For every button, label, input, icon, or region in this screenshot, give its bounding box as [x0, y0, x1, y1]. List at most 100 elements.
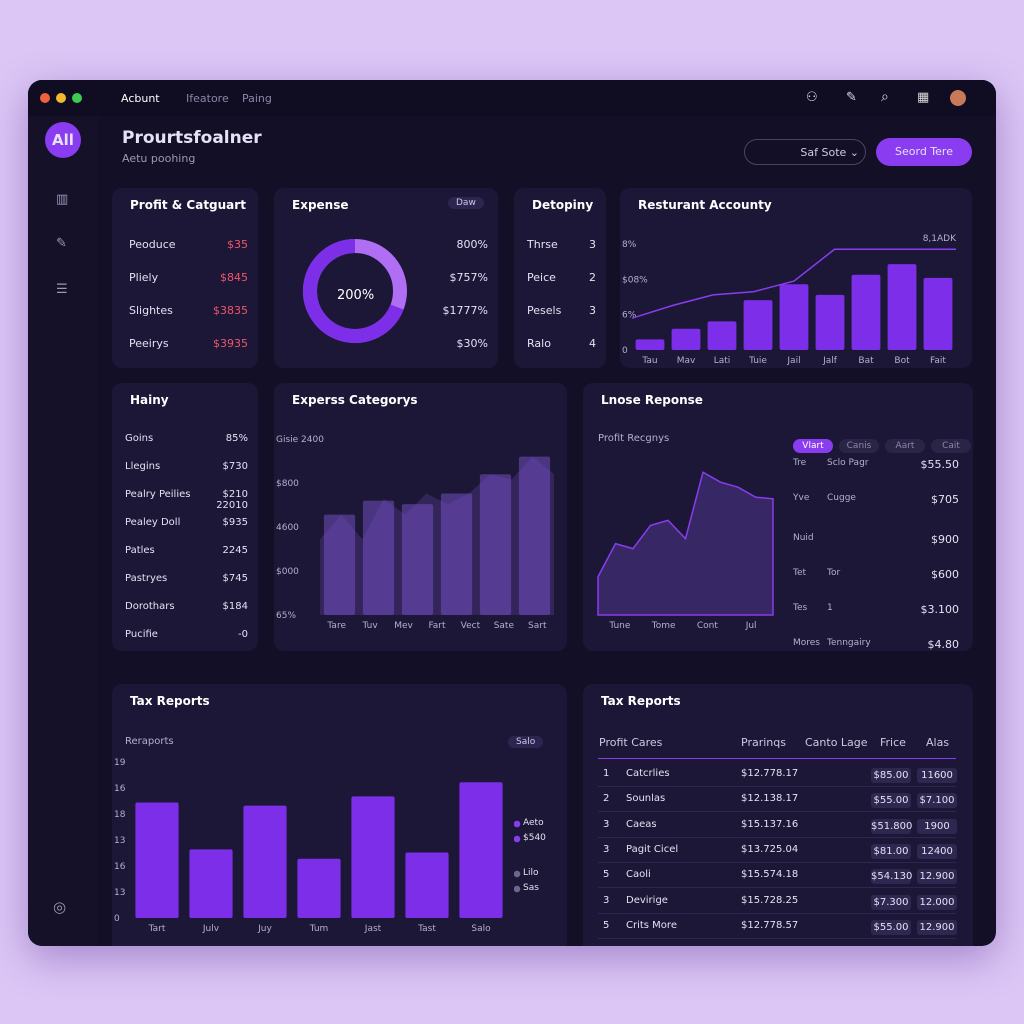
row-value: 3: [589, 304, 596, 317]
cell: $7.300: [871, 894, 911, 910]
logo[interactable]: All: [45, 122, 81, 158]
avatar[interactable]: [950, 90, 966, 106]
row-value: $3935: [213, 337, 248, 350]
row-cell: Cugge: [827, 493, 856, 503]
chart: Gisie 2400 $800 4600 $000 65% Tare Tuv Mev Fart V…: [276, 435, 554, 631]
cell: $12.778.57: [741, 919, 799, 931]
x-tick-label: Jalf: [822, 356, 838, 366]
bar: [887, 264, 917, 350]
badge: Daw: [448, 197, 484, 209]
cell: $12.138.17: [741, 793, 799, 805]
primary-button[interactable]: Seord Tere: [876, 138, 972, 166]
bar: [459, 782, 503, 918]
y-axis-label: 8%: [622, 240, 637, 250]
x-tick-label: Jast: [364, 924, 382, 934]
legend-entry: $540: [514, 833, 546, 843]
row-value: $30%: [456, 337, 488, 350]
tab: Aart: [885, 439, 925, 453]
dot: [72, 93, 82, 103]
bar: [401, 504, 434, 615]
panel: Tax Reports Reraports Salo 19 16 18 13 16 13 0 Tar…: [112, 684, 567, 946]
sidebar-icon[interactable]: ☰: [56, 282, 68, 297]
bar: [635, 339, 665, 350]
panel-title: Tax Reports: [130, 694, 210, 708]
x-tick-label: Tart: [148, 924, 166, 934]
filter[interactable]: Saf Sote ⌄: [744, 139, 866, 165]
row-cell: Tenngairy: [827, 638, 871, 648]
row-cell: $3.100: [920, 603, 960, 616]
cell: 3: [603, 818, 610, 830]
bar: [671, 328, 701, 350]
header-rule: [598, 758, 956, 759]
panel: Resturant Accounty 8% $08% 6% 0 Tau Mav Lati Tui…: [620, 188, 972, 368]
cell: $13.725.04: [741, 843, 799, 855]
cell: 1900: [917, 818, 957, 834]
bar: [707, 321, 737, 350]
row-label: Thrse: [527, 238, 558, 251]
tab: Canis: [839, 439, 879, 453]
column-header: Profit Cares: [599, 736, 663, 749]
row-cell: Mores: [793, 638, 820, 648]
search-icon[interactable]: ⌕: [881, 89, 889, 105]
user-icon[interactable]: ⚇: [806, 90, 818, 105]
bar: [243, 805, 287, 918]
bar: [440, 493, 473, 615]
cell: Catcrlies: [626, 768, 670, 779]
chart-subtitle: Reraports: [125, 736, 174, 747]
bar: [851, 274, 881, 350]
cell: $7.100: [917, 793, 957, 809]
cell: Caeas: [626, 818, 657, 830]
row-cell: Tre: [793, 458, 807, 468]
y-axis-label: 6%: [622, 311, 637, 321]
donut: [302, 239, 407, 343]
panel-title: Lnose Reponse: [601, 393, 703, 407]
y-axis-label: 16: [114, 862, 126, 872]
y-axis-label: 4600: [276, 523, 299, 533]
row-value: $757%: [449, 271, 488, 284]
bar: [323, 514, 356, 615]
bar: [189, 849, 233, 918]
cell: $85.00: [871, 768, 911, 783]
row-value: -0: [238, 629, 248, 640]
x-tick-label: Fait: [930, 356, 946, 366]
row-label: Llegins: [125, 461, 161, 472]
cell: 5: [603, 919, 610, 931]
y-axis-label: $08%: [622, 275, 648, 285]
row-cell: Tes: [793, 603, 808, 613]
cell: Caoli: [626, 869, 651, 881]
bar: [479, 474, 512, 615]
x-tick-label: Tast: [417, 924, 436, 934]
sidebar-icon[interactable]: ▥: [56, 192, 69, 207]
chart-subtitle: Profit Recgnys: [598, 433, 670, 444]
row-label: Peoduce: [129, 238, 176, 251]
panel: Lnose Reponse Profit Recgnys Tune Tome Cont J…: [583, 383, 973, 651]
row-cell: Sclo Pagr: [827, 458, 869, 468]
row-label: Pucifie: [125, 629, 158, 640]
bar: [135, 802, 179, 918]
row-rule: [598, 811, 956, 813]
x-tick-label: Tune: [608, 621, 631, 631]
pen-icon[interactable]: ✎: [846, 90, 857, 105]
sidebar: [28, 116, 98, 946]
tab: Cait: [931, 439, 971, 453]
x-tick-label: Bot: [894, 356, 910, 366]
cell: Devirige: [626, 894, 668, 906]
row-rule: [598, 937, 956, 939]
cell: 5: [603, 869, 610, 881]
nav-tab: Paing: [242, 92, 272, 105]
tab: Vlart: [793, 439, 833, 453]
grid-icon[interactable]: ▦: [917, 90, 930, 105]
row-cell: 1: [827, 603, 833, 613]
row-label: Pealry Peilies: [125, 489, 191, 500]
cell: Crits More: [626, 919, 677, 931]
x-tick-label: Bat: [858, 356, 874, 366]
panel: Detopiny Thrse 3 Peice 2 Pesels 3 Ralo 4: [514, 188, 606, 368]
legend-entry: Lilo: [514, 868, 539, 878]
column-header: Prarinqs: [741, 736, 786, 749]
row-value: 2245: [222, 545, 248, 556]
row-label: Ralo: [527, 337, 551, 350]
cell: $81.00: [871, 843, 911, 859]
sidebar-icon[interactable]: ◎: [53, 898, 67, 916]
sidebar-icon[interactable]: ✎: [56, 236, 67, 251]
